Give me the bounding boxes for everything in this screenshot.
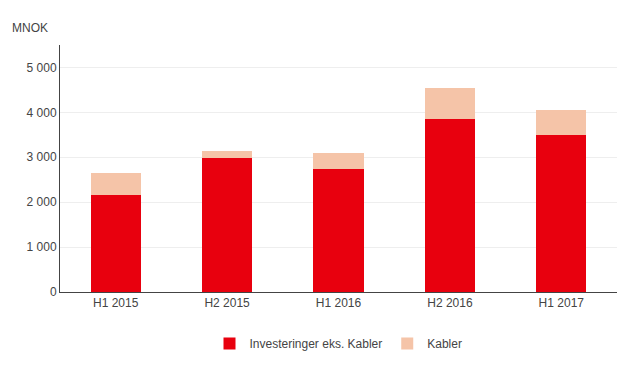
svg-text:4 000: 4 000 <box>27 106 57 120</box>
svg-text:H1 2015: H1 2015 <box>93 296 139 310</box>
svg-text:MNOK: MNOK <box>12 21 48 35</box>
svg-text:H2 2015: H2 2015 <box>204 296 250 310</box>
svg-text:0: 0 <box>50 285 57 299</box>
svg-text:Kabler: Kabler <box>427 337 462 351</box>
svg-text:5 000: 5 000 <box>27 61 57 75</box>
svg-text:3 000: 3 000 <box>27 150 57 164</box>
svg-text:H1 2017: H1 2017 <box>539 296 585 310</box>
svg-text:1 000: 1 000 <box>27 240 57 254</box>
svg-text:H2 2016: H2 2016 <box>427 296 473 310</box>
svg-text:Investeringer eks. Kabler: Investeringer eks. Kabler <box>250 337 383 351</box>
svg-text:H1 2016: H1 2016 <box>316 296 362 310</box>
svg-text:2 000: 2 000 <box>27 195 57 209</box>
